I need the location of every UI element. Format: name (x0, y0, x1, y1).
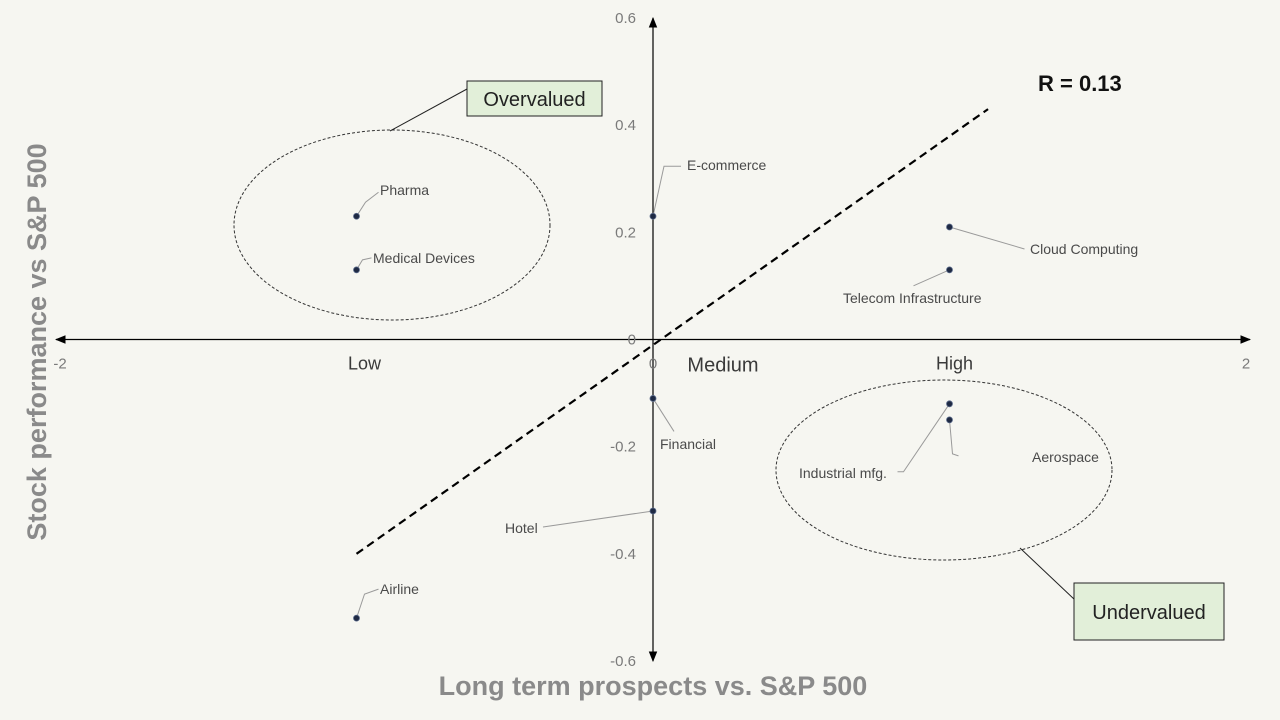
undervalued-label: Undervalued (1092, 602, 1205, 624)
point-label: Pharma (380, 182, 429, 198)
leader-line (913, 269, 950, 287)
y-axis-title: Stock performance vs S&P 500 (22, 143, 52, 540)
y-tick-label: 0 (628, 332, 636, 349)
data-point (353, 614, 360, 622)
trend-line (355, 108, 989, 555)
data-point (946, 400, 953, 408)
leader-line (356, 257, 372, 271)
undervalued-callout-line (1019, 547, 1076, 601)
leader-line (356, 588, 379, 619)
point-label: Telecom Infrastructure (843, 290, 982, 306)
leader-line (897, 403, 950, 473)
overvalued-callout-box (466, 80, 603, 117)
leader-line (949, 226, 1025, 250)
x-tick-label: 0 (649, 356, 657, 373)
data-point (946, 223, 953, 231)
x-tick-label: 2 (1242, 356, 1250, 373)
x-category-label: Medium (687, 355, 758, 377)
point-label: Medical Devices (373, 250, 475, 266)
x-category-label: Low (348, 354, 382, 374)
undervalued-callout-box (1073, 582, 1225, 641)
y-tick-label: 0.4 (615, 117, 636, 134)
point-label: Cloud Computing (1030, 241, 1138, 257)
point-label: Industrial mfg. (799, 465, 887, 481)
overvalued-callout-line (389, 88, 468, 132)
overvalued-group-ellipse (233, 129, 551, 321)
r-value-label: R = 0.13 (1038, 71, 1122, 96)
point-label: Hotel (505, 520, 538, 536)
y-tick-label: 0.6 (615, 10, 636, 27)
point-label: Aerospace (1032, 449, 1099, 465)
data-point (353, 266, 360, 274)
point-label: Airline (380, 581, 419, 597)
data-point (353, 212, 360, 220)
point-label: E-commerce (687, 157, 767, 173)
overvalued-label: Overvalued (483, 89, 585, 111)
x-axis-title: Long term prospects vs. S&P 500 (439, 671, 868, 701)
point-label: Financial (660, 436, 716, 452)
x-category-label: High (936, 354, 973, 374)
y-tick-label: -0.4 (610, 546, 636, 563)
leader-line (652, 165, 681, 217)
data-point (649, 212, 657, 220)
y-tick-label: -0.2 (610, 439, 636, 456)
undervalued-group-ellipse (775, 379, 1113, 561)
y-tick-label: -0.6 (610, 653, 636, 670)
leader-line (356, 191, 379, 217)
leader-line (949, 419, 959, 457)
leader-line (652, 398, 675, 432)
data-point (946, 416, 953, 424)
x-tick-label: -2 (53, 356, 66, 373)
data-point (649, 395, 657, 402)
data-point (649, 507, 657, 515)
leader-line (542, 510, 654, 528)
data-point (946, 266, 953, 274)
y-tick-label: 0.2 (615, 224, 636, 241)
